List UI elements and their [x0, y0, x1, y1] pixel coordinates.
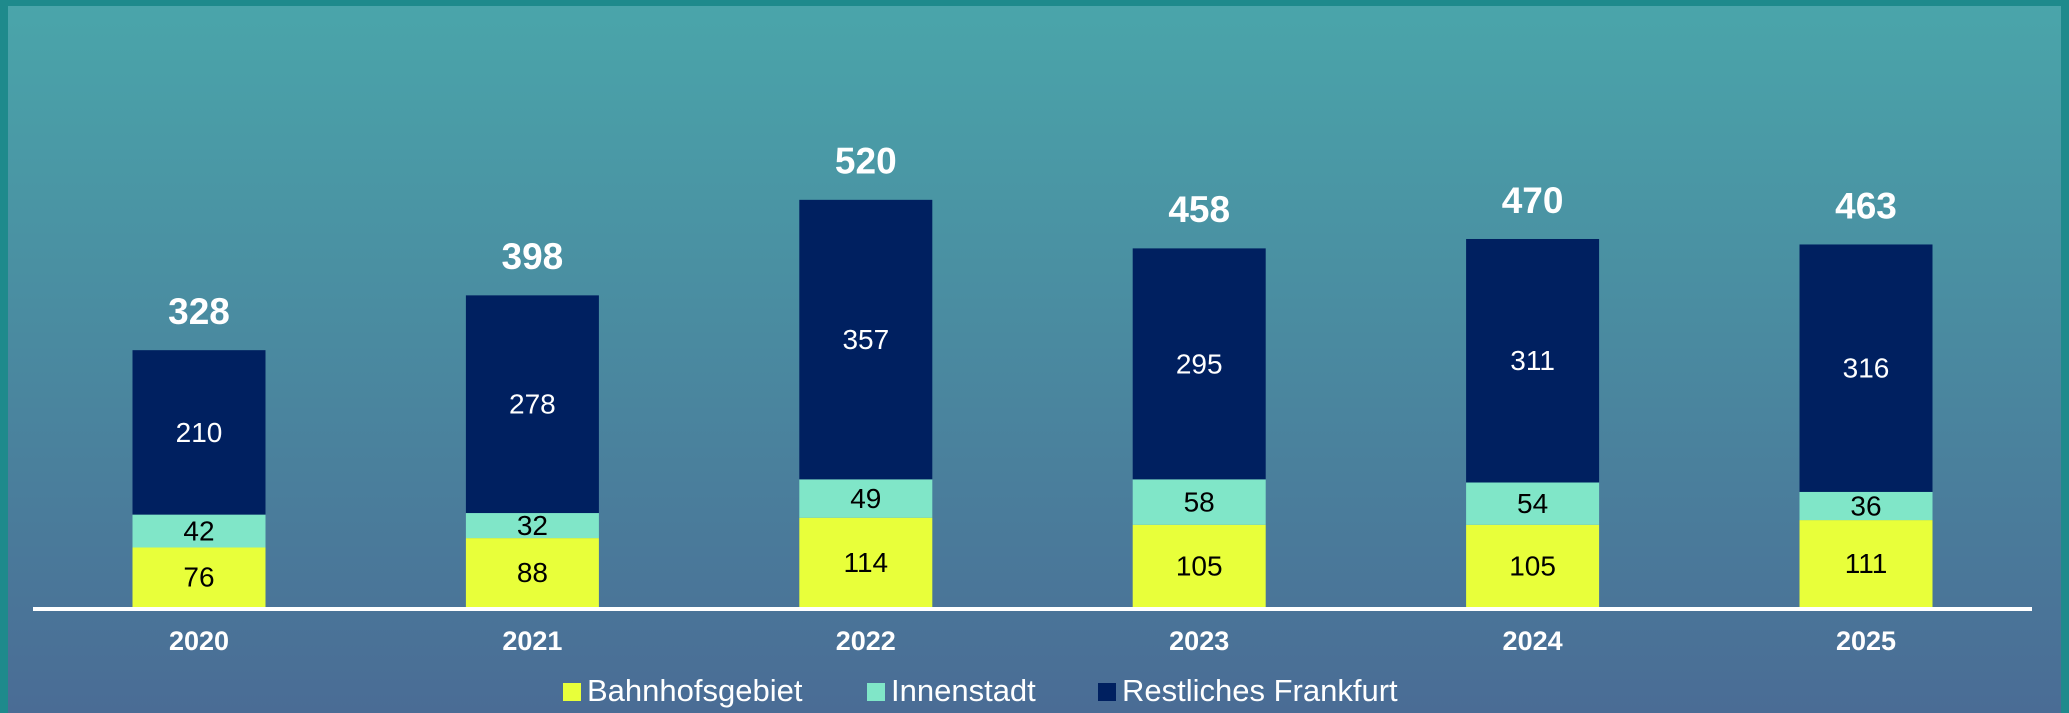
legend-label: Bahnhofsgebiet [587, 673, 803, 708]
segment-label: 210 [176, 417, 223, 448]
segment-label: 105 [1509, 550, 1556, 581]
segment-label: 311 [1510, 345, 1555, 376]
segment-label: 58 [1184, 486, 1215, 517]
segment-label: 105 [1176, 550, 1223, 581]
bar-segment [1132, 248, 1266, 480]
legend-label: Innenstadt [891, 673, 1036, 708]
bar-segment [1466, 482, 1600, 525]
segment-label: 49 [850, 483, 881, 514]
x-tick-label: 2022 [836, 626, 896, 656]
bar-segment [132, 350, 266, 515]
legend-label: Restliches Frankfurt [1122, 673, 1398, 708]
x-tick-label: 2024 [1503, 626, 1563, 656]
x-tick-label: 2023 [1169, 626, 1229, 656]
legend-swatch [1098, 683, 1116, 701]
bar-segment [132, 514, 266, 548]
segment-label: 111 [1845, 548, 1888, 579]
bar-segment [1799, 520, 1933, 607]
segment-label: 295 [1176, 348, 1223, 379]
bar-segment [1132, 479, 1266, 525]
total-label: 458 [1168, 189, 1230, 230]
total-label: 463 [1835, 185, 1897, 226]
segment-label: 42 [183, 515, 214, 546]
segment-label: 88 [517, 557, 548, 588]
bar-segment [1466, 524, 1600, 607]
segment-label: 316 [1843, 353, 1890, 384]
bar-segment [1466, 238, 1600, 483]
bar-segment [132, 547, 266, 607]
bar-segment [465, 538, 599, 607]
segment-label: 357 [842, 324, 889, 355]
bar-segment [1799, 491, 1933, 521]
bar-segment [1132, 524, 1266, 607]
segment-label: 114 [843, 547, 888, 578]
segment-label: 36 [1850, 490, 1881, 521]
segment-label: 54 [1517, 488, 1548, 519]
bar-segment [799, 199, 933, 480]
bar-segment [465, 513, 599, 539]
total-label: 328 [168, 291, 230, 332]
x-tick-label: 2021 [502, 626, 562, 656]
bar-segment [799, 517, 933, 607]
total-label: 470 [1502, 180, 1564, 221]
x-tick-label: 2025 [1836, 626, 1896, 656]
legend-swatch [563, 683, 581, 701]
x-tick-label: 2020 [169, 626, 229, 656]
total-label: 520 [835, 141, 897, 182]
bar-segment [465, 295, 599, 514]
total-label: 398 [502, 236, 564, 277]
bar-segment [1799, 244, 1933, 492]
segment-label: 32 [517, 510, 548, 541]
segment-label: 76 [183, 562, 214, 593]
background [8, 6, 2061, 713]
bar-segment [799, 479, 933, 518]
legend-swatch [867, 683, 885, 701]
segment-label: 278 [509, 389, 556, 420]
